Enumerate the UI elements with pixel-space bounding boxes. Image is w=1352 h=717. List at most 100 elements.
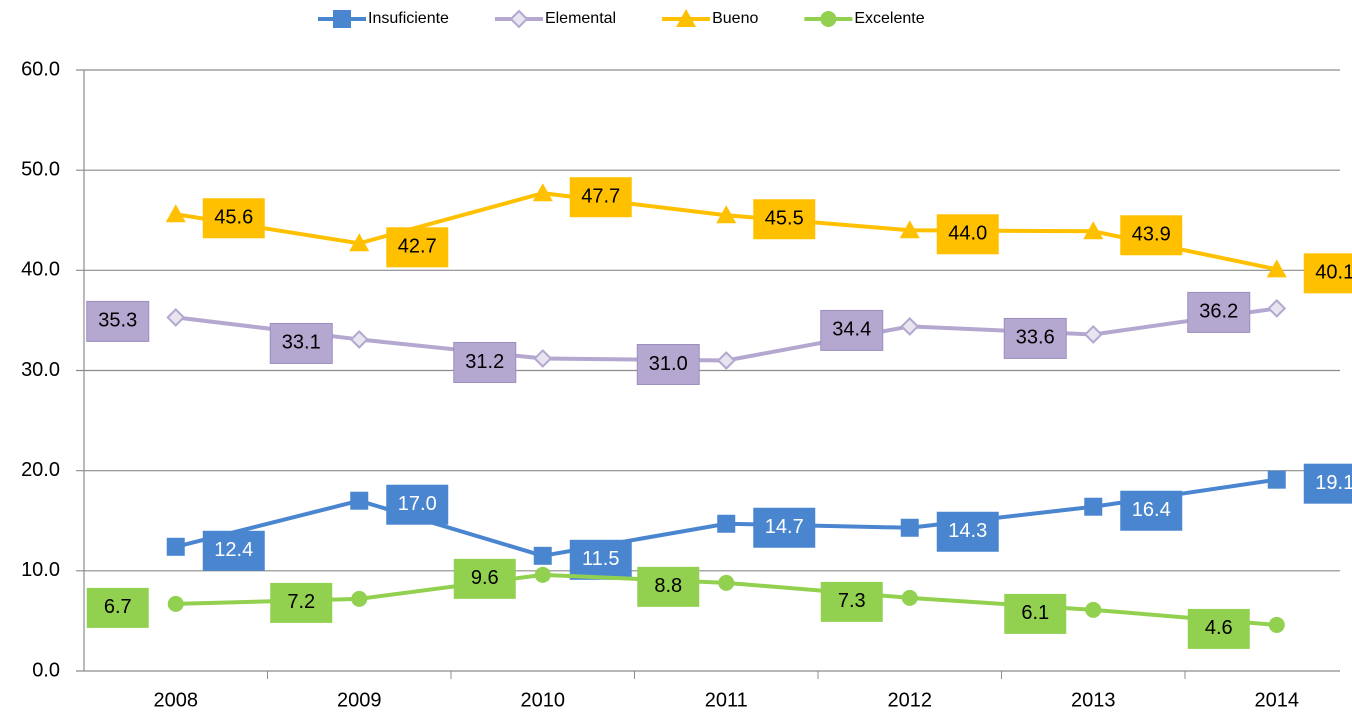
data-label-box: [202, 530, 265, 571]
data-label: 17.0: [398, 493, 437, 515]
data-label-box: [386, 484, 449, 525]
legend-marker: [509, 9, 529, 29]
point-marker: [1266, 259, 1287, 278]
data-label-box: [386, 227, 449, 268]
point-marker: [718, 574, 735, 591]
x-tick-label: 2010: [521, 689, 566, 711]
point-marker: [532, 183, 553, 202]
data-label: 16.4: [1132, 499, 1171, 521]
data-label-box: [637, 566, 700, 607]
y-tick-label: 10.0: [21, 559, 60, 581]
y-tick-label: 50.0: [21, 158, 60, 180]
data-label: 19.1: [1315, 472, 1352, 494]
data-label: 45.6: [214, 207, 253, 229]
legend-label: Elemental: [545, 10, 616, 27]
legend-label: Insuficiente: [368, 10, 449, 27]
data-label-box: [1003, 317, 1067, 359]
data-label: 42.7: [398, 236, 437, 258]
point-marker: [716, 351, 736, 370]
data-label-box: [936, 214, 999, 255]
point-marker: [533, 349, 553, 368]
data-label-box: [86, 587, 149, 628]
legend-marker: [820, 11, 837, 27]
legend-marker: [333, 10, 351, 28]
data-label: 34.4: [832, 319, 871, 341]
y-tick-label: 0.0: [32, 659, 60, 681]
data-label-box: [1120, 215, 1183, 256]
data-label: 35.3: [98, 310, 137, 332]
x-tick-label: 2008: [154, 689, 199, 711]
data-label-box: [1303, 253, 1352, 294]
point-marker: [1084, 497, 1103, 516]
x-tick-label: 2014: [1255, 689, 1300, 711]
point-marker: [349, 233, 370, 252]
data-label-box: [1187, 291, 1251, 333]
data-label: 6.1: [1021, 602, 1049, 624]
data-label: 14.7: [765, 516, 804, 538]
point-marker: [1083, 221, 1104, 240]
data-label-box: [86, 300, 150, 342]
point-marker: [349, 330, 369, 349]
data-label-box: [820, 309, 884, 351]
series-line: [175, 191, 1278, 272]
x-tick-label: 2013: [1071, 689, 1116, 711]
point-marker: [534, 566, 551, 583]
point-marker: [351, 590, 368, 607]
data-label: 31.2: [465, 351, 504, 373]
y-tick-label: 40.0: [21, 259, 60, 281]
point-marker: [1085, 601, 1102, 618]
y-tick-label: 60.0: [21, 58, 60, 80]
point-marker: [901, 589, 918, 606]
point-marker: [716, 205, 737, 224]
data-label: 40.1: [1315, 262, 1352, 284]
data-label: 7.2: [287, 591, 315, 613]
data-label-box: [753, 507, 816, 548]
data-label: 4.6: [1205, 617, 1233, 639]
data-label: 47.7: [581, 185, 620, 207]
point-marker: [165, 204, 186, 223]
point-marker: [900, 518, 919, 537]
point-marker: [1268, 616, 1285, 633]
data-label: 9.6: [471, 567, 499, 589]
data-label-box: [1187, 608, 1250, 649]
data-label: 45.5: [765, 208, 804, 230]
data-label-box: [936, 511, 999, 552]
data-label: 11.5: [582, 548, 619, 570]
point-marker: [899, 220, 920, 239]
data-label-box: [453, 341, 517, 383]
data-label: 12.4: [214, 539, 253, 561]
data-label-box: [1303, 463, 1352, 504]
data-label: 33.6: [1016, 327, 1055, 349]
legend-label: Bueno: [712, 10, 758, 27]
point-marker: [167, 595, 184, 612]
data-label: 14.3: [948, 520, 987, 542]
y-tick-label: 30.0: [21, 359, 60, 381]
data-label-box: [202, 198, 265, 239]
point-marker: [533, 546, 552, 565]
point-marker: [900, 317, 920, 336]
data-label-box: [569, 539, 632, 580]
data-label: 36.2: [1199, 301, 1238, 323]
data-label: 8.8: [654, 575, 682, 597]
point-marker: [1083, 325, 1103, 344]
point-marker: [350, 491, 369, 510]
data-label-box: [1004, 593, 1067, 634]
data-label-box: [569, 177, 632, 218]
data-label-box: [820, 581, 883, 622]
point-marker: [166, 537, 185, 556]
data-label: 31.0: [649, 353, 688, 375]
data-label-box: [270, 582, 333, 623]
x-tick-label: 2009: [337, 689, 382, 711]
data-label-box: [636, 343, 700, 385]
data-label-box: [1120, 490, 1183, 531]
data-label: 44.0: [948, 223, 987, 245]
y-tick-label: 20.0: [21, 459, 60, 481]
point-marker: [717, 514, 736, 533]
data-label-box: [453, 558, 516, 599]
x-tick-label: 2011: [705, 689, 748, 711]
data-label-box: [753, 199, 816, 240]
data-label: 33.1: [282, 332, 321, 354]
data-label: 7.3: [838, 590, 866, 612]
data-label: 6.7: [104, 596, 132, 618]
